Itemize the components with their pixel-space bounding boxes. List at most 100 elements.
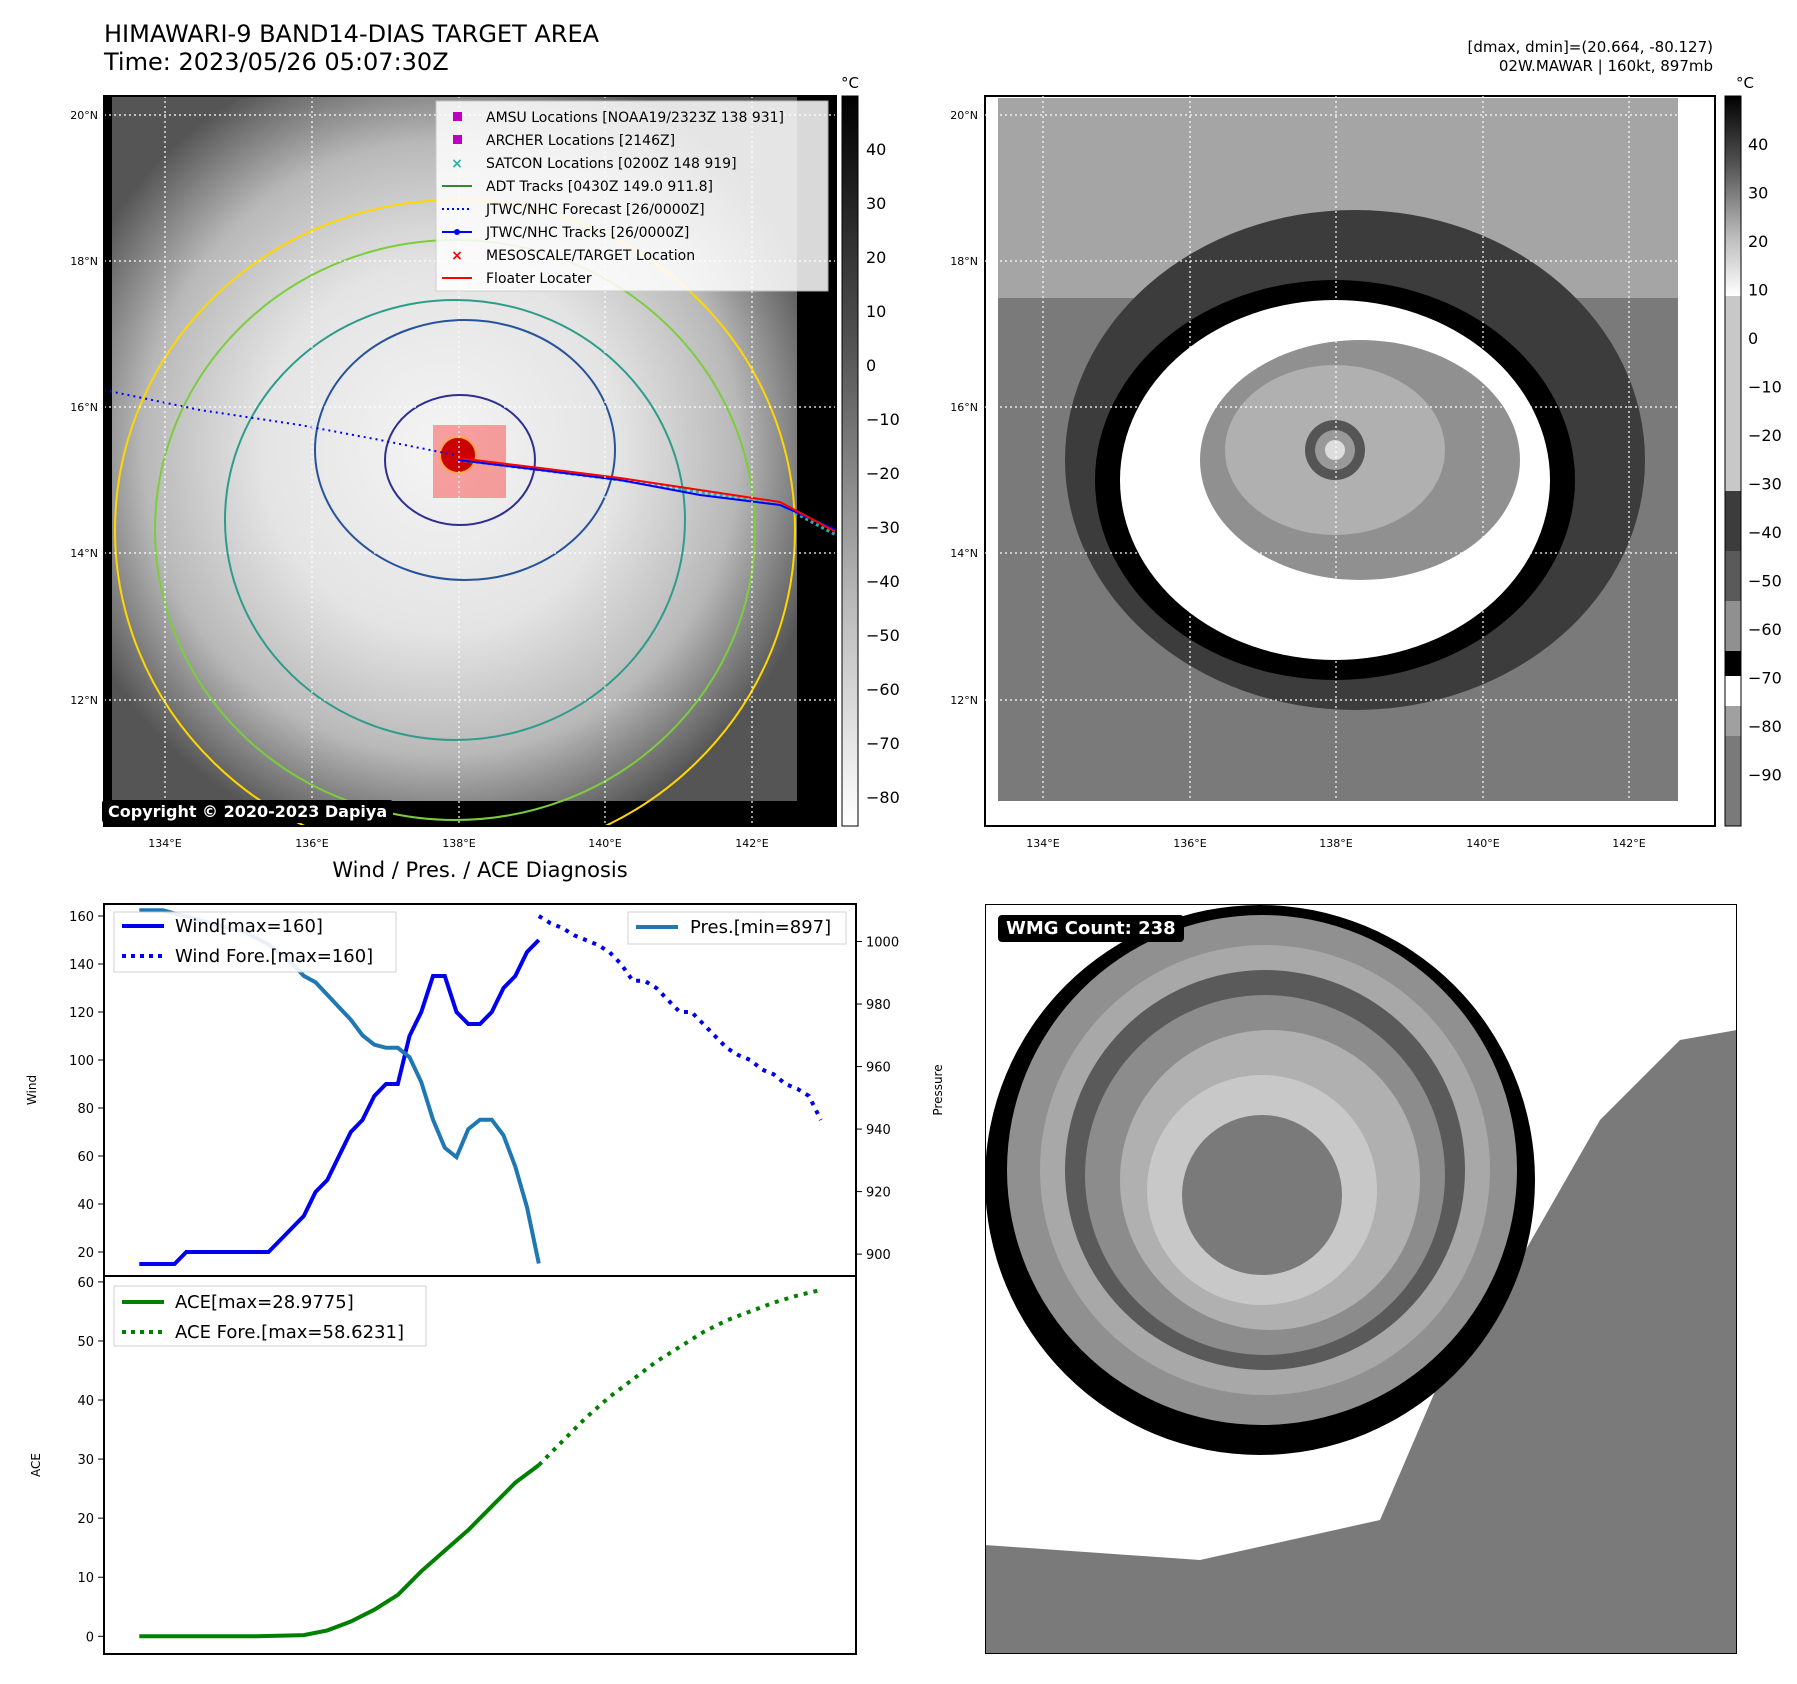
lon-tick-label: 140°E — [1466, 837, 1499, 850]
lon-tick-label: 134°E — [148, 837, 181, 850]
colorbar-tick-label: 30 — [866, 194, 886, 213]
ace-tick-label: 60 — [77, 1276, 94, 1291]
wind-tick-label: 120 — [69, 1006, 94, 1021]
colorbar-tick-label: −40 — [1748, 523, 1782, 542]
legend-wind-forecast: Wind Fore.[max=160] — [175, 946, 373, 967]
ace-tick-label: 10 — [77, 1571, 94, 1586]
left-colorbar-unit: °C — [841, 74, 859, 92]
copyright-badge: Copyright © 2020-2023 Dapiya — [102, 800, 394, 823]
legend-entry: × MESOSCALE/TARGET Location — [451, 248, 695, 264]
lat-tick-label: 12°N — [950, 694, 978, 707]
colorbar-tick-label: −20 — [866, 464, 900, 483]
pressure-legend-box: Pres.[min=897] — [627, 911, 847, 945]
wmg-eye-panel — [985, 904, 1737, 1654]
pressure-tick-label: 960 — [866, 1061, 891, 1076]
wind-axis-label: Wind — [25, 1075, 39, 1105]
right-colorbar: 40 30 20 10 0 −10 −20 −30 −40 −50 −60 −70 −80 −90 °C — [1724, 74, 1782, 827]
colorbar-tick-label: −80 — [1748, 717, 1782, 736]
wind-series-line — [139, 938, 541, 1266]
left-colorbar: 40 30 20 10 0 −10 −20 −30 −40 −50 −60 −70 −80 °C — [841, 74, 900, 827]
lon-tick-label: 138°E — [442, 837, 475, 850]
lat-tick-label: 12°N — [70, 694, 98, 707]
pressure-tick-label: 900 — [866, 1248, 891, 1263]
colorbar-tick-label: 0 — [866, 356, 876, 375]
colorbar-tick-label: −20 — [1748, 426, 1782, 445]
wind-tick-label: 60 — [77, 1150, 94, 1165]
lon-tick-label: 138°E — [1319, 837, 1352, 850]
colorbar-tick-label: 0 — [1748, 329, 1758, 348]
legend-label: ARCHER Locations [2146Z] — [486, 133, 675, 149]
legend-marker: × — [451, 248, 463, 264]
ace-tick-label: 40 — [77, 1394, 94, 1409]
legend-label: Floater Locater — [486, 271, 592, 287]
colorbar-tick-label: 10 — [866, 302, 886, 321]
wind-tick-label: 20 — [77, 1246, 94, 1261]
colorbar-tick-label: 40 — [866, 140, 886, 159]
colorbar-tick-label: 10 — [1748, 281, 1768, 300]
wind-tick-label: 160 — [69, 910, 94, 925]
legend-ace-forecast: ACE Fore.[max=58.6231] — [175, 1322, 404, 1343]
lon-tick-label: 142°E — [1612, 837, 1645, 850]
wind-forecast-series-line — [537, 914, 823, 1121]
wind-tick-label: 80 — [77, 1102, 94, 1117]
figure-title: HIMAWARI-9 BAND14-DIAS TARGET AREA Time: … — [104, 20, 600, 76]
colorbar-tick-label: −10 — [866, 410, 900, 429]
enhanced-ir-map-panel — [984, 95, 1716, 827]
legend-label: JTWC/NHC Forecast [26/0000Z] — [485, 202, 705, 218]
colorbar-tick-label: 30 — [1748, 184, 1768, 203]
pressure-tick-label: 980 — [866, 998, 891, 1013]
legend-marker — [453, 135, 462, 144]
colorbar-tick-label: −30 — [866, 518, 900, 537]
lon-tick-label: 134°E — [1026, 837, 1059, 850]
wind-legend-box: Wind[max=160] Wind Fore.[max=160] — [113, 911, 397, 973]
pressure-tick-label: 940 — [866, 1123, 891, 1138]
ace-axis-label: ACE — [29, 1453, 43, 1477]
colorbar-tick-label: 20 — [866, 248, 886, 267]
pressure-tick-label: 920 — [866, 1186, 891, 1201]
lat-tick-label: 18°N — [70, 255, 98, 268]
ace-tick-label: 50 — [77, 1335, 94, 1350]
lat-tick-label: 18°N — [950, 255, 978, 268]
diagnosis-title: Wind / Pres. / ACE Diagnosis — [332, 858, 628, 882]
lat-tick-label: 14°N — [70, 547, 98, 560]
wind-pressure-chart: 160 140 120 100 80 60 40 20 1000 980 960 940 920 900… — [25, 903, 945, 1277]
dmax-dmin-text: [dmax, dmin]=(20.664, -80.127) — [1467, 38, 1713, 56]
legend-entry: JTWC/NHC Forecast [26/0000Z] — [442, 202, 705, 218]
pressure-axis-label: Pressure — [931, 1064, 945, 1115]
legend-marker — [453, 112, 462, 121]
lat-tick-label: 16°N — [70, 401, 98, 414]
ace-legend-box: ACE[max=28.9775] ACE Fore.[max=58.6231] — [113, 1285, 427, 1347]
wind-tick-label: 100 — [69, 1054, 94, 1069]
legend-entry: ARCHER Locations [2146Z] — [453, 133, 675, 149]
legend-entry: AMSU Locations [NOAA19/2323Z 138 931] — [453, 110, 784, 126]
legend-pressure: Pres.[min=897] — [690, 917, 831, 938]
legend-wind: Wind[max=160] — [175, 916, 323, 937]
colorbar-tick-label: 40 — [1748, 135, 1768, 154]
colorbar-tick-label: −50 — [866, 626, 900, 645]
colorbar-tick-label: −90 — [1748, 766, 1782, 785]
colorbar-tick-label: 20 — [1748, 232, 1768, 251]
lat-tick-label: 20°N — [950, 109, 978, 122]
legend-entry: Floater Locater — [442, 271, 592, 287]
legend-label: SATCON Locations [0200Z 148 919] — [486, 156, 737, 172]
ace-tick-label: 20 — [77, 1512, 94, 1527]
lon-tick-label: 136°E — [295, 837, 328, 850]
map-legend: AMSU Locations [NOAA19/2323Z 138 931] ARC… — [435, 100, 829, 292]
legend-marker: × — [451, 156, 463, 172]
ace-series-line — [139, 1463, 540, 1639]
lon-tick-label: 136°E — [1173, 837, 1206, 850]
wind-tick-label: 40 — [77, 1198, 94, 1213]
colorbar-tick-label: −80 — [866, 788, 900, 807]
ace-chart: 60 50 40 30 20 10 0 ACE ACE[max=28.9775] ACE F… — [29, 1275, 857, 1655]
storm-summary-text: 02W.MAWAR | 160kt, 897mb — [1498, 57, 1713, 75]
legend-entry: ADT Tracks [0430Z 149.0 911.8] — [442, 179, 713, 195]
wind-tick-label: 140 — [69, 958, 94, 973]
legend-marker-dot — [454, 229, 460, 235]
colorbar-tick-label: −10 — [1748, 378, 1782, 397]
legend-label: JTWC/NHC Tracks [26/0000Z] — [485, 225, 689, 241]
lon-tick-label: 140°E — [588, 837, 621, 850]
legend-label: AMSU Locations [NOAA19/2323Z 138 931] — [486, 110, 784, 126]
storm-info: [dmax, dmin]=(20.664, -80.127) 02W.MAWAR… — [1468, 38, 1713, 76]
pressure-tick-label: 1000 — [866, 936, 899, 951]
lat-tick-label: 14°N — [950, 547, 978, 560]
